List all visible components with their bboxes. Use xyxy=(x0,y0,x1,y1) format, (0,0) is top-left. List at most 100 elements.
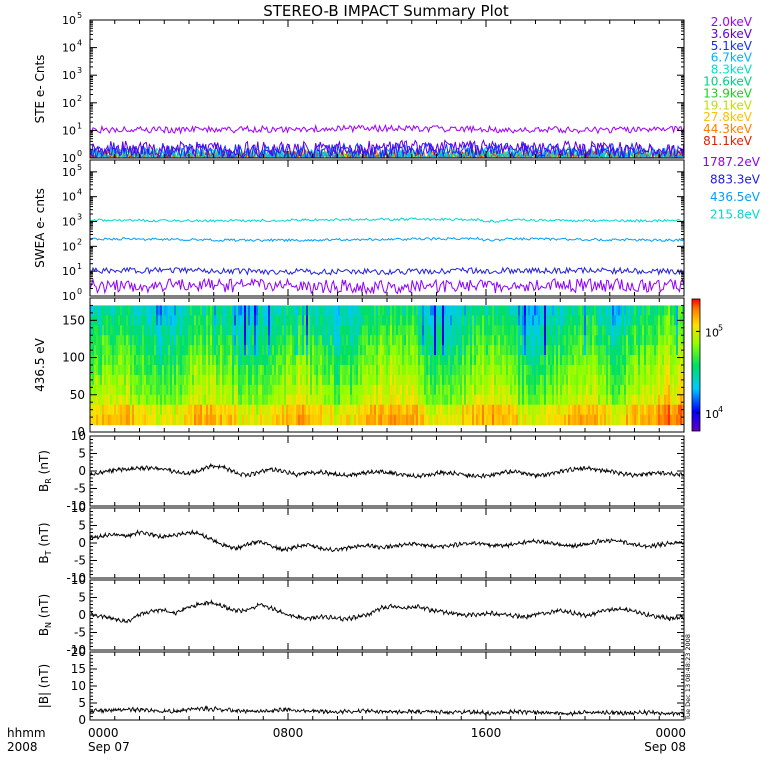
pad-heatmap-cell xyxy=(118,355,121,366)
pad-heatmap-cell xyxy=(134,394,137,406)
pad-heatmap-cell xyxy=(634,335,637,346)
pad-heatmap-cell xyxy=(480,335,483,346)
pad-heatmap-cell xyxy=(562,315,565,326)
pad-heatmap-cell xyxy=(518,325,521,336)
pad-heatmap-cell xyxy=(566,374,569,386)
pad-heatmap-cell xyxy=(218,374,221,386)
pad-heatmap-cell xyxy=(152,325,155,336)
pad-heatmap-cell xyxy=(640,394,643,406)
pad-heatmap-cell xyxy=(140,345,143,356)
pad-heatmap-cell xyxy=(380,315,383,326)
pad-heatmap-cell xyxy=(92,404,95,416)
pad-heatmap-cell xyxy=(574,365,577,376)
pad-heatmap-cell xyxy=(180,345,183,356)
pad-heatmap-cell xyxy=(134,345,137,356)
pad-heatmap-cell xyxy=(458,315,461,326)
pad-heatmap-cell xyxy=(500,414,503,426)
pad-heatmap-cell xyxy=(116,305,119,316)
pad-heatmap-cell xyxy=(450,374,453,386)
pad-heatmap-cell xyxy=(672,414,675,426)
pad-heatmap-cell xyxy=(270,384,273,396)
pad-heatmap-cell xyxy=(338,404,341,416)
pad-heatmap-cell xyxy=(338,355,341,366)
pad-heatmap-cell xyxy=(168,374,171,386)
pad-heatmap-cell xyxy=(468,325,471,336)
pad-heatmap-cell xyxy=(422,365,425,376)
pad-heatmap-cell xyxy=(570,305,573,316)
pad-heatmap-cell xyxy=(500,394,503,406)
pad-heatmap-cell xyxy=(362,305,365,316)
pad-heatmap-cell xyxy=(162,325,165,336)
pad-heatmap-cell xyxy=(328,305,331,316)
pad-heatmap-cell xyxy=(534,325,537,336)
pad-heatmap-cell xyxy=(672,345,675,356)
pad-heatmap-cell xyxy=(630,414,633,426)
pad-heatmap-cell xyxy=(636,305,639,316)
pad-heatmap-cell xyxy=(658,355,661,366)
pad-heatmap-cell xyxy=(558,384,561,396)
pad-heatmap-cell xyxy=(532,325,535,336)
pad-heatmap-cell xyxy=(442,414,445,426)
pad-heatmap-cell xyxy=(158,384,161,396)
pad-heatmap-cell xyxy=(194,414,197,426)
pad-heatmap-cell xyxy=(548,394,551,406)
pad-heatmap-cell xyxy=(570,404,573,416)
pad-heatmap-cell xyxy=(614,325,617,336)
pad-heatmap-cell xyxy=(272,365,275,376)
pad-heatmap-cell xyxy=(204,404,207,416)
pad-heatmap-cell xyxy=(512,325,515,336)
pad-heatmap-cell xyxy=(398,335,401,346)
pad-heatmap-cell xyxy=(538,325,541,336)
pad-heatmap-cell xyxy=(116,365,119,376)
pad-heatmap-cell xyxy=(506,335,509,346)
pad-heatmap-cell xyxy=(114,315,117,326)
pad-heatmap-cell xyxy=(256,305,259,316)
pad-heatmap-cell xyxy=(494,384,497,396)
pad-heatmap-cell xyxy=(562,305,565,316)
pad-heatmap-cell xyxy=(596,325,599,336)
pad-heatmap-cell xyxy=(668,394,671,406)
pad-heatmap-cell xyxy=(542,384,545,396)
pad-heatmap-cell xyxy=(676,355,679,366)
pad-heatmap-cell xyxy=(456,384,459,396)
pad-heatmap-cell xyxy=(90,355,93,366)
pad-heatmap-cell xyxy=(198,394,201,406)
pad-heatmap-cell xyxy=(188,315,191,326)
pad-heatmap-cell xyxy=(156,345,159,356)
pad-heatmap-cell xyxy=(230,414,233,426)
pad-heatmap-cell xyxy=(420,355,423,366)
pad-heatmap-cell xyxy=(652,345,655,356)
pad-heatmap-cell xyxy=(202,365,205,376)
pad-heatmap-cell xyxy=(348,305,351,316)
pad-heatmap-cell xyxy=(578,315,581,326)
pad-heatmap-cell xyxy=(438,414,441,426)
pad-heatmap-cell xyxy=(136,315,139,326)
pad-heatmap-cell xyxy=(466,325,469,336)
pad-heatmap-cell xyxy=(110,365,113,376)
time-tick-label: 0800 xyxy=(273,726,304,740)
pad-heatmap-cell xyxy=(296,414,299,426)
pad-heatmap-cell xyxy=(244,374,247,386)
pad-heatmap-cell xyxy=(218,305,221,316)
pad-heatmap-cell xyxy=(660,325,663,336)
pad-heatmap-cell xyxy=(564,394,567,406)
pad-heatmap-cell xyxy=(204,374,207,386)
pad-heatmap-cell xyxy=(360,355,363,366)
pad-heatmap-cell xyxy=(154,325,157,336)
pad-heatmap-cell xyxy=(674,374,677,386)
pad-heatmap-cell xyxy=(276,365,279,376)
pad-heatmap-cell xyxy=(152,384,155,396)
pad-heatmap-cell xyxy=(404,374,407,386)
pad-heatmap-cell xyxy=(582,414,585,426)
pad-heatmap-cell xyxy=(672,365,675,376)
pad-heatmap-cell xyxy=(458,414,461,426)
pad-heatmap-cell xyxy=(114,384,117,396)
pad-heatmap-cell xyxy=(144,404,147,416)
pad-heatmap-cell xyxy=(282,305,285,316)
pad-heatmap-cell xyxy=(680,414,683,426)
pad-heatmap-cell xyxy=(660,404,663,416)
pad-heatmap-cell xyxy=(588,365,591,376)
pad-heatmap-cell xyxy=(604,305,607,316)
pad-heatmap-cell xyxy=(486,335,489,346)
pad-heatmap-cell xyxy=(252,374,255,386)
